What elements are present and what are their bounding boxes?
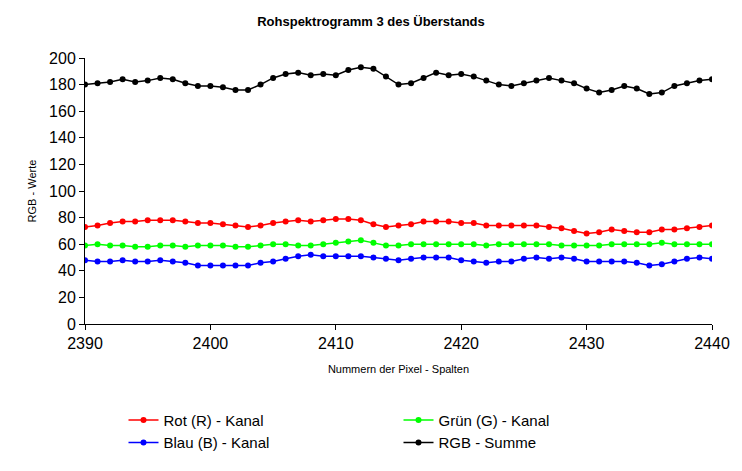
svg-text:2400: 2400 (193, 335, 229, 352)
svg-text:140: 140 (49, 129, 76, 146)
svg-text:2430: 2430 (569, 335, 605, 352)
svg-text:RGB - Werte: RGB - Werte (26, 160, 38, 223)
svg-text:2390: 2390 (67, 335, 103, 352)
svg-text:80: 80 (58, 209, 76, 226)
svg-text:Grün (G) - Kanal: Grün (G) - Kanal (439, 412, 550, 429)
svg-text:Nummern der Pixel - Spalten: Nummern der Pixel - Spalten (328, 363, 469, 375)
svg-text:0: 0 (67, 316, 76, 333)
svg-text:20: 20 (58, 289, 76, 306)
svg-text:200: 200 (49, 50, 76, 67)
svg-text:120: 120 (49, 156, 76, 173)
svg-text:Blau (B) - Kanal: Blau (B) - Kanal (164, 434, 270, 451)
svg-text:100: 100 (49, 183, 76, 200)
svg-text:Rohspektrogramm 3 des Überstan: Rohspektrogramm 3 des Überstands (257, 14, 485, 29)
svg-text:2420: 2420 (443, 335, 479, 352)
svg-text:60: 60 (58, 236, 76, 253)
svg-text:RGB - Summe: RGB - Summe (439, 434, 537, 451)
svg-text:Rot (R) - Kanal: Rot (R) - Kanal (164, 412, 264, 429)
svg-text:2410: 2410 (318, 335, 354, 352)
svg-text:180: 180 (49, 76, 76, 93)
svg-text:2440: 2440 (694, 335, 730, 352)
svg-text:40: 40 (58, 262, 76, 279)
svg-text:160: 160 (49, 103, 76, 120)
